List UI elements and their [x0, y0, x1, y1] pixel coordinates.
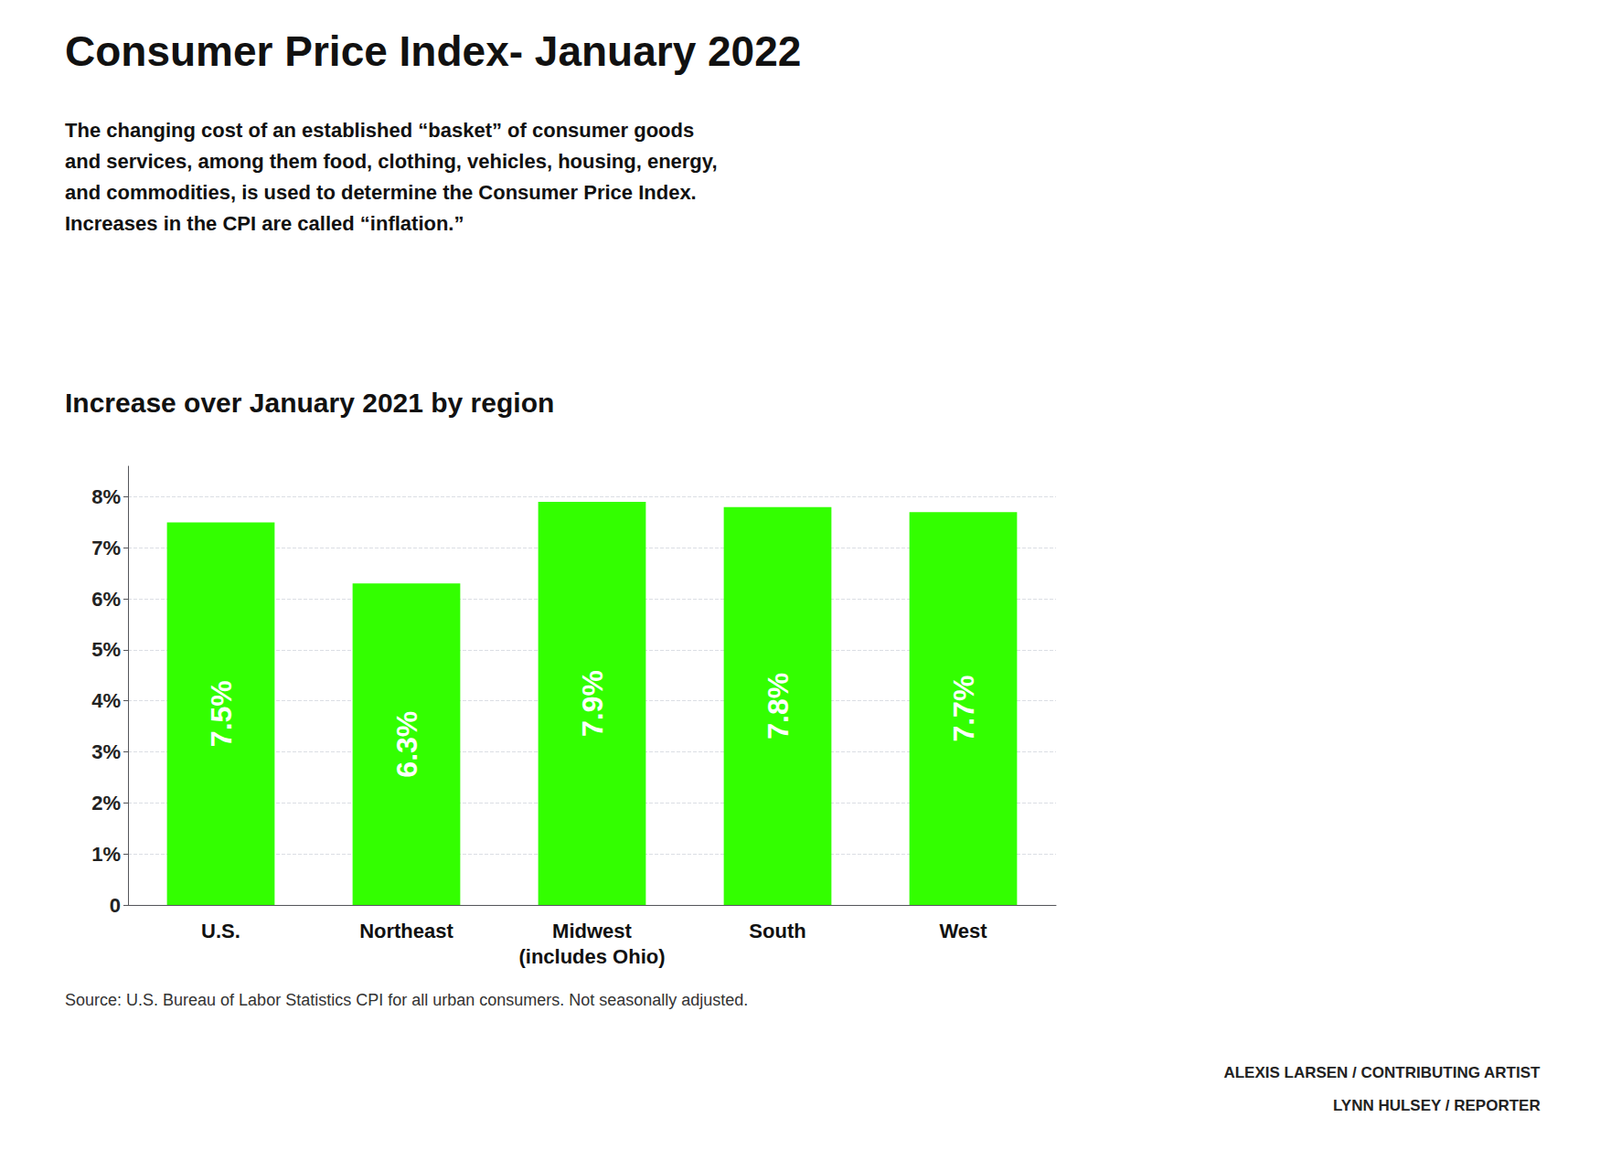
svg-text:Increase over January 2021 by: Increase over January 2021 by region: [64, 387, 555, 418]
svg-text:6.3%: 6.3%: [390, 711, 424, 779]
svg-text:6%: 6%: [91, 587, 121, 611]
svg-text:Northeast: Northeast: [359, 919, 454, 943]
svg-text:7.5%: 7.5%: [204, 680, 238, 747]
svg-text:West: West: [938, 919, 988, 943]
svg-text:4%: 4%: [91, 689, 121, 713]
svg-text:South: South: [748, 919, 806, 943]
svg-text:Consumer Price Index- January: Consumer Price Index- January 2022: [64, 27, 801, 75]
svg-text:and services, among them food,: and services, among them food, clothing,…: [64, 149, 718, 173]
svg-text:7.9%: 7.9%: [576, 670, 609, 737]
svg-text:5%: 5%: [91, 638, 121, 662]
svg-text:ALEXIS LARSEN / CONTRIBUTING A: ALEXIS LARSEN / CONTRIBUTING ARTIST: [1223, 1064, 1541, 1082]
svg-text:7%: 7%: [91, 536, 121, 560]
svg-text:Increases in the CPI are calle: Increases in the CPI are called “inflati…: [64, 212, 464, 235]
svg-text:1%: 1%: [91, 842, 121, 866]
svg-text:8%: 8%: [91, 485, 121, 509]
svg-text:7.7%: 7.7%: [947, 675, 981, 743]
svg-text:Source: U.S. Bureau of Labor S: Source: U.S. Bureau of Labor Statistics …: [64, 991, 748, 1010]
svg-text:0: 0: [109, 894, 121, 918]
svg-text:2%: 2%: [91, 791, 121, 815]
svg-text:Midwest: Midwest: [552, 919, 632, 943]
svg-text:3%: 3%: [91, 740, 121, 764]
svg-text:U.S.: U.S.: [201, 919, 241, 943]
svg-text:LYNN HULSEY / REPORTER: LYNN HULSEY / REPORTER: [1333, 1097, 1541, 1115]
svg-text:and commodities, is used to de: and commodities, is used to determine th…: [64, 181, 697, 204]
svg-text:The changing cost of an establ: The changing cost of an established “bas…: [64, 118, 694, 142]
svg-text:7.8%: 7.8%: [761, 672, 795, 740]
svg-text:(includes Ohio): (includes Ohio): [518, 945, 665, 969]
